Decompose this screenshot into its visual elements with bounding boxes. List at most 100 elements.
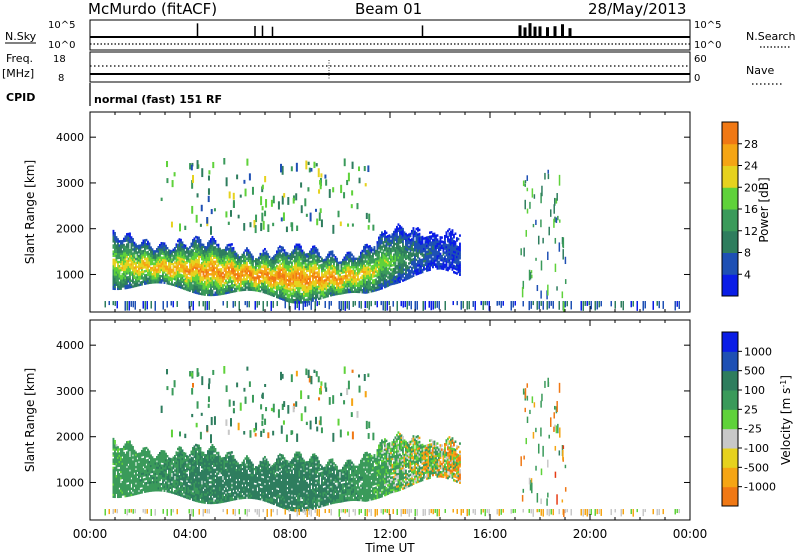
power-cell xyxy=(240,282,242,286)
power-cell xyxy=(381,286,383,290)
date-title: 28/May/2013 xyxy=(588,0,686,18)
power-cell xyxy=(352,274,355,277)
power-cell xyxy=(438,240,440,243)
power-cell xyxy=(249,255,251,258)
power-cell xyxy=(199,292,202,296)
power-scatter-cell xyxy=(283,193,286,198)
power-cell xyxy=(373,279,376,282)
power-cell xyxy=(451,260,454,263)
power-cell xyxy=(213,252,215,255)
power-cell xyxy=(447,237,449,241)
power-cell xyxy=(409,259,412,262)
power-cell xyxy=(219,268,221,271)
power-clutter-cell xyxy=(658,301,660,309)
power-scatter-cell xyxy=(255,214,258,223)
power-cell xyxy=(409,255,412,258)
power-cell xyxy=(367,255,370,259)
power-cell xyxy=(196,246,199,250)
power-cell xyxy=(429,260,431,263)
power-cell xyxy=(445,264,448,267)
power-cell xyxy=(456,268,458,271)
power-cell xyxy=(421,254,424,257)
power-cell xyxy=(255,284,257,288)
power-cell xyxy=(208,254,211,258)
power-cell xyxy=(148,258,151,262)
power-cell xyxy=(333,254,335,257)
power-cell xyxy=(453,254,455,257)
power-cell xyxy=(193,243,196,247)
power-cell xyxy=(184,254,187,258)
power-cell xyxy=(276,254,278,258)
power-clutter-cell xyxy=(594,301,596,311)
power-cell xyxy=(231,276,233,279)
velocity-cell xyxy=(112,448,115,451)
power-cell xyxy=(136,245,139,248)
power-cell xyxy=(183,254,185,257)
power-cell xyxy=(402,250,404,253)
power-cell xyxy=(234,261,236,264)
power-scatter-cell xyxy=(300,182,303,188)
power-cell xyxy=(328,269,331,273)
power-cell xyxy=(198,290,200,293)
power-cell xyxy=(420,252,422,256)
velocity-cell xyxy=(114,483,116,486)
power-cell xyxy=(232,255,235,258)
power-cell xyxy=(433,242,436,246)
power-cell xyxy=(157,266,160,270)
velocity-cell xyxy=(112,441,115,445)
power-cell xyxy=(192,245,194,248)
power-cell xyxy=(379,240,382,243)
power-cell xyxy=(148,271,151,274)
power-cell xyxy=(280,266,283,270)
power-cell xyxy=(282,293,284,297)
power-cell xyxy=(453,264,455,268)
power-cell xyxy=(274,258,277,261)
power-cell xyxy=(243,265,245,269)
power-cell xyxy=(148,281,151,285)
power-cell xyxy=(432,249,434,252)
power-cell xyxy=(223,275,226,279)
power-cell xyxy=(303,276,305,279)
power-cell xyxy=(369,249,371,252)
power-cell xyxy=(271,263,274,266)
power-cell xyxy=(394,263,397,266)
power-cell xyxy=(405,257,407,260)
power-clutter-cell xyxy=(116,301,118,309)
power-cell xyxy=(220,274,223,277)
power-cell xyxy=(406,240,409,243)
power-cell xyxy=(142,260,145,263)
power-cell xyxy=(123,276,125,280)
power-cell xyxy=(297,243,299,247)
power-cell xyxy=(112,277,115,280)
power-cell xyxy=(382,232,385,236)
power-cell xyxy=(159,246,161,249)
power-cell xyxy=(339,286,341,289)
power-cell xyxy=(124,253,127,257)
power-clutter-cell xyxy=(422,301,424,311)
power-cell xyxy=(244,261,247,265)
power-cell xyxy=(265,281,268,284)
power-cell xyxy=(348,288,350,292)
power-cell xyxy=(193,266,196,269)
power-cell xyxy=(216,252,218,255)
power-cell xyxy=(174,257,176,260)
power-cell xyxy=(307,281,310,285)
power-cell xyxy=(310,295,313,299)
power-cell xyxy=(352,280,355,283)
power-cell xyxy=(255,286,257,290)
power-cell xyxy=(280,274,283,278)
power-cell xyxy=(280,272,283,276)
power-cell xyxy=(291,265,293,269)
power-cell xyxy=(450,247,452,250)
power-cell xyxy=(292,280,295,283)
power-cell xyxy=(148,254,151,258)
power-cell xyxy=(309,297,311,301)
power-cell xyxy=(240,268,242,271)
power-cell xyxy=(429,243,431,247)
power-cell xyxy=(418,257,421,260)
power-clutter-cell xyxy=(162,301,164,310)
power-cell xyxy=(154,274,157,278)
power-cell xyxy=(193,255,196,259)
power-cell xyxy=(232,290,235,293)
power-cell xyxy=(309,262,311,266)
